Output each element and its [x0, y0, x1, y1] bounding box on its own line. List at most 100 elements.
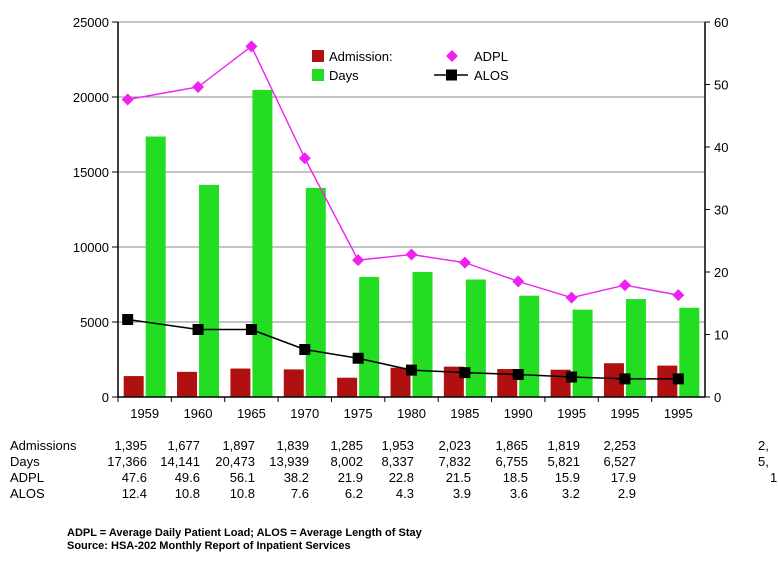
table-cell: 5,821: [547, 454, 580, 469]
table-cell: 1,819: [547, 438, 580, 453]
point-adpl-7: [512, 275, 525, 288]
bar-days-5: [412, 271, 433, 397]
table-cell: 38.2: [283, 470, 309, 485]
right-tick-label: 60: [714, 15, 728, 30]
point-adpl-6: [458, 256, 471, 269]
point-adpl-0: [121, 93, 134, 106]
chart-notes: ADPL = Average Daily Patient Load; ALOS …: [67, 527, 422, 553]
right-tick-label: 30: [714, 203, 728, 218]
bar-admission-0: [123, 376, 144, 397]
table-row-label: ALOS: [10, 486, 45, 501]
table-cell: 1,865: [495, 438, 528, 453]
data-table: Admissions 1,395 1,677 1,897 1,839 1,285 1,953…: [0, 432, 778, 522]
legend-swatch-alos: [446, 69, 457, 81]
x-tick-label-9: 1995: [610, 406, 639, 421]
table-cell: 2,023: [438, 438, 471, 453]
point-alos-6: [459, 367, 471, 379]
table-cell: 2,253: [603, 438, 636, 453]
table-cell: 10.8: [229, 486, 255, 501]
left-tick-label: 5000: [80, 315, 109, 330]
table-row-admissions: Admissions 1,395 1,677 1,897 1,839 1,285 1,953…: [0, 438, 778, 454]
table-cell: 8,337: [381, 454, 414, 469]
point-alos-2: [245, 324, 257, 335]
table-cell: 5,: [758, 454, 769, 469]
point-alos-1: [192, 324, 204, 335]
table-cell: 3.6: [509, 486, 528, 501]
bar-days-4: [359, 276, 380, 397]
legend-swatch-admission: [312, 50, 324, 62]
bars: [123, 89, 700, 397]
table-row-label: Days: [10, 454, 40, 469]
bar-admission-3: [283, 369, 304, 397]
bar-days-3: [305, 187, 326, 397]
legend-swatch-adpl: [446, 50, 458, 62]
point-adpl-9: [618, 279, 631, 292]
point-alos-8: [566, 371, 578, 383]
x-tick-label-6: 1985: [450, 406, 479, 421]
left-tick-label: 20000: [73, 90, 109, 105]
bar-admission-4: [337, 377, 358, 397]
bar-days-9: [625, 299, 646, 397]
bar-days-8: [572, 309, 593, 397]
point-alos-7: [512, 369, 524, 380]
right-tick-label: 40: [714, 140, 728, 155]
x-tick-label-2: 1965: [237, 406, 266, 421]
x-tick-label-8: 1995: [557, 406, 586, 421]
table-cell: 1,897: [222, 438, 255, 453]
table-cell: 1,677: [167, 438, 200, 453]
table-cell: 12.4: [121, 486, 147, 501]
table-cell: 2,: [758, 438, 769, 453]
bar-days-0: [145, 136, 166, 397]
point-alos-9: [619, 373, 631, 385]
legend-label-admission: Admission:: [329, 49, 393, 64]
table-cell: 3.2: [561, 486, 580, 501]
table-cell: 6,755: [495, 454, 528, 469]
table-row-alos: ALOS 12.4 10.8 10.8 7.6 6.2 4.3 3.9 3.6 3.2 2.9: [0, 486, 778, 502]
right-tick-label: 20: [714, 265, 728, 280]
table-cell: 7,832: [438, 454, 471, 469]
bar-admission-6: [443, 366, 464, 397]
point-alos-10: [672, 373, 684, 385]
legend: Admission: Days ADPL ALOS: [312, 49, 509, 83]
table-cell: 18.5: [502, 470, 528, 485]
x-tick-label-3: 1970: [290, 406, 319, 421]
table-cell: 1,285: [330, 438, 363, 453]
table-cell: 2.9: [617, 486, 636, 501]
point-adpl-8: [565, 291, 578, 304]
table-cell: 13,939: [269, 454, 309, 469]
right-tick-label: 10: [714, 328, 728, 343]
bar-admission-5: [390, 367, 411, 397]
source-note: Source: HSA-202 Monthly Report of Inpati…: [67, 540, 351, 552]
table-row-label: ADPL: [10, 470, 44, 485]
bar-admission-7: [497, 369, 518, 397]
abbreviation-note: ADPL = Average Daily Patient Load; ALOS …: [67, 527, 422, 539]
lines: [121, 40, 685, 385]
table-cell: 1,395: [114, 438, 147, 453]
table-cell: 21.5: [445, 470, 471, 485]
right-tick-label: 50: [714, 78, 728, 93]
table-cell: 4.3: [395, 486, 414, 501]
point-adpl-5: [405, 248, 418, 261]
table-cell: 6.2: [344, 486, 363, 501]
left-tick-label: 10000: [73, 240, 109, 255]
left-tick-label: 0: [102, 390, 109, 405]
right-tick-label: 0: [714, 390, 721, 405]
bar-admission-2: [230, 368, 251, 397]
left-tick-label: 25000: [73, 15, 109, 30]
x-tick-label-4: 1975: [344, 406, 373, 421]
table-cell: 14,141: [160, 454, 200, 469]
table-cell: 1: [770, 470, 778, 485]
x-tick-label-10: 1995: [664, 406, 693, 421]
point-alos-4: [352, 352, 364, 364]
point-alos-3: [299, 344, 311, 355]
table-cell: 8,002: [330, 454, 363, 469]
table-cell: 20,473: [215, 454, 255, 469]
bar-days-10: [679, 307, 700, 397]
bar-days-7: [519, 295, 540, 397]
table-cell: 3.9: [452, 486, 471, 501]
point-adpl-2: [245, 40, 258, 53]
table-row-adpl: ADPL 47.6 49.6 56.1 38.2 21.9 22.8 21.5 18.5 15.9…: [0, 470, 778, 486]
x-tick-label-7: 1990: [504, 406, 533, 421]
axes: 0 5000 10000 15000 20000 25000 0 10 20 30 40 50 60 19…: [73, 15, 729, 421]
table-row-days: Days 17,366 14,141 20,473 13,939 8,002 8,337 7,…: [0, 454, 778, 470]
